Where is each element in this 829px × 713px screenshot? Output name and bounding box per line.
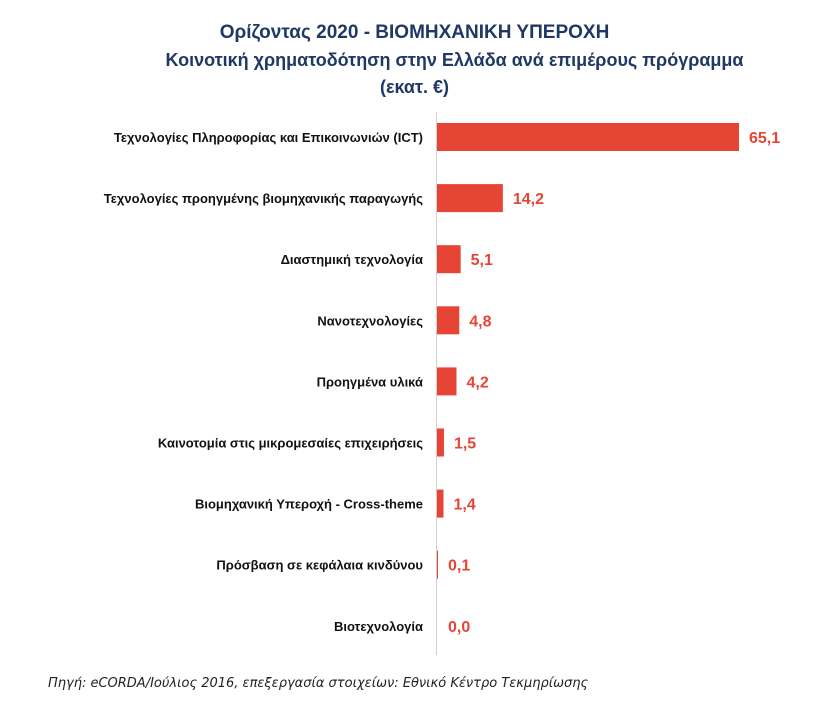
category-label: Βιοτεχνολογία bbox=[334, 619, 423, 634]
chart-unit: (εκατ. €) bbox=[379, 77, 450, 97]
chart-title: Ορίζοντας 2020 - ΒΙΟΜΗΧΑΝΙΚΗ ΥΠΕΡΟΧΗ bbox=[219, 22, 610, 43]
bar bbox=[437, 123, 739, 151]
category-label: Διαστημική τεχνολογία bbox=[281, 252, 423, 267]
data-label: 4,8 bbox=[469, 313, 491, 330]
bar bbox=[437, 428, 444, 457]
bar bbox=[437, 489, 444, 518]
data-label: 4,2 bbox=[466, 374, 488, 391]
category-label: Τεχνολογίες προηγμένης βιομηχανικής παρα… bbox=[104, 191, 423, 206]
data-label: 14,2 bbox=[513, 191, 544, 208]
category-label: Καινοτομία στις μικρομεσαίες επιχειρήσει… bbox=[158, 436, 423, 451]
source-note: Πηγή: eCORDA/Ιούλιος 2016, επεξεργασία σ… bbox=[48, 676, 589, 691]
bar bbox=[437, 184, 503, 213]
category-label: Βιομηχανική Υπεροχή - Cross-theme bbox=[195, 497, 423, 512]
bar bbox=[437, 306, 460, 335]
bar bbox=[437, 367, 457, 396]
data-label: 0,1 bbox=[448, 558, 470, 575]
data-label: 0,0 bbox=[448, 619, 470, 636]
chart-subtitle: Κοινοτική χρηματοδότηση στην Ελλάδα ανά … bbox=[165, 50, 744, 70]
data-label: 65,1 bbox=[749, 130, 780, 147]
category-label: Πρόσβαση σε κεφάλαια κινδύνου bbox=[216, 558, 423, 573]
category-label: Νανοτεχνολογίες bbox=[317, 313, 423, 328]
data-label: 1,5 bbox=[454, 436, 476, 453]
data-label: 1,4 bbox=[453, 497, 475, 514]
bar bbox=[437, 550, 438, 579]
category-label: Προηγμένα υλικά bbox=[317, 374, 423, 389]
bar bbox=[437, 245, 461, 274]
data-label: 5,1 bbox=[471, 252, 493, 269]
category-label: Τεχνολογίες Πληροφορίας και Επικοινωνιών… bbox=[114, 130, 423, 145]
